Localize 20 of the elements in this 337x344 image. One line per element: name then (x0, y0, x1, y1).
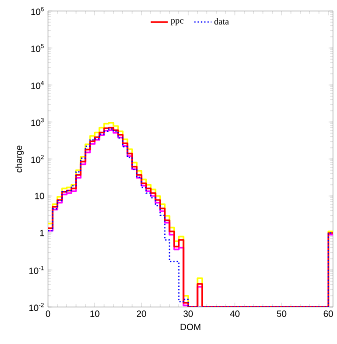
x-tick-label: 50 (276, 310, 286, 317)
y-tick-label: 10 (35, 192, 44, 200)
y-tick-label: 10$^{5}$ (31, 44, 44, 52)
legend-label: ppc (170, 19, 184, 26)
y-tick-label: 10$^{2}$ (31, 154, 44, 164)
y-tick-label: 10$^{6}$ (31, 6, 44, 16)
y-tick-label: 10$^{3}$ (31, 118, 44, 126)
legend-label: data (214, 18, 229, 24)
x-tick-label: 60 (324, 310, 333, 317)
y-tick-label: 10$^{-2}$ (29, 302, 44, 312)
x-tick-label: 0 (46, 310, 50, 317)
x-tick-label: 30 (184, 310, 193, 317)
x-axis-title: DOM (180, 324, 200, 330)
x-tick-label: 20 (136, 310, 146, 317)
x-tick-label: 10 (90, 310, 100, 317)
y-tick-label: 10$^{4}$ (31, 80, 44, 90)
y-tick-label: 1 (40, 230, 44, 236)
x-tick-label: 40 (230, 310, 240, 317)
y-tick-label: 10$^{-1}$ (29, 266, 44, 274)
y-axis-title: charge (15, 146, 24, 172)
